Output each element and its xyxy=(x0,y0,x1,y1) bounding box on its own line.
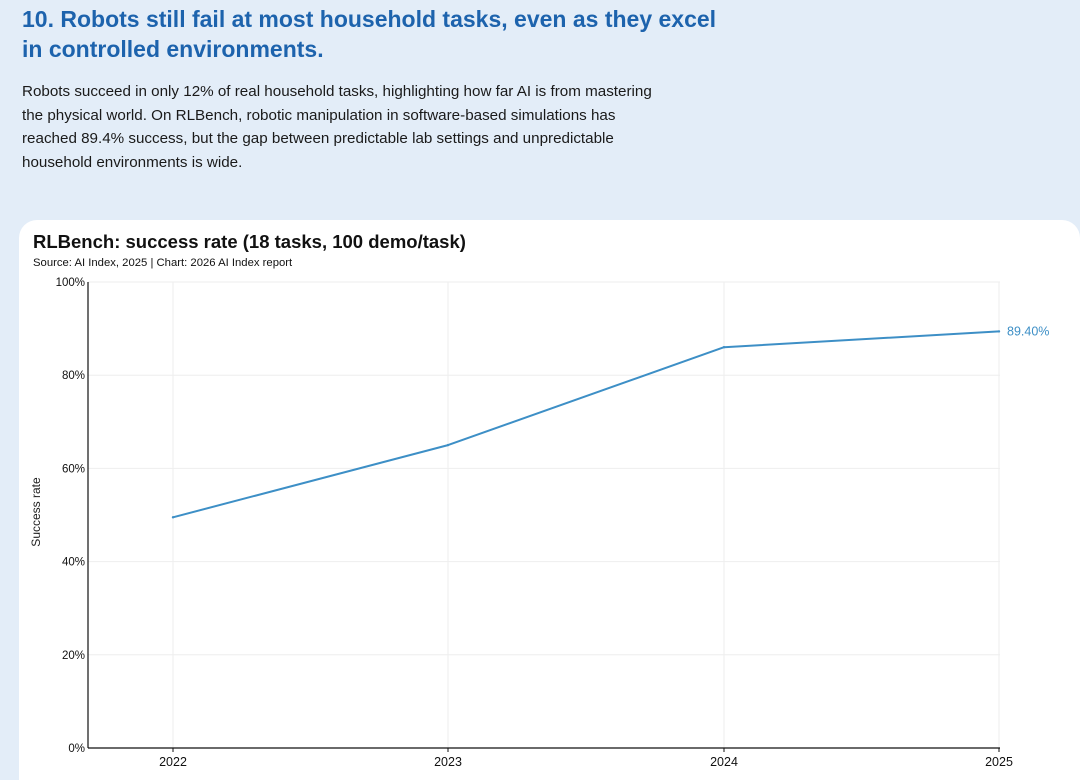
x-tick-label: 2023 xyxy=(434,755,462,769)
x-tick-label: 2024 xyxy=(710,755,738,769)
x-tick-label: 2022 xyxy=(159,755,187,769)
y-tick-label: 0% xyxy=(68,743,85,755)
end-value-label: 89.40% xyxy=(1007,324,1049,338)
x-tick-label: 2025 xyxy=(985,755,1013,769)
data-point-2025 xyxy=(997,330,1001,333)
data-point-2022 xyxy=(171,516,175,519)
page-headline: 10. Robots still fail at most household … xyxy=(22,6,717,62)
data-point-2024 xyxy=(722,346,726,349)
chart-source: Source: AI Index, 2025 | Chart: 2026 AI … xyxy=(33,257,293,269)
y-tick-label: 100% xyxy=(56,277,85,289)
y-tick-label: 60% xyxy=(62,463,85,475)
y-tick-label: 40% xyxy=(62,557,85,569)
series-line-0 xyxy=(172,330,1000,519)
chart-card xyxy=(19,220,1080,780)
intro-paragraph: Robots succeed in only 12% of real house… xyxy=(22,83,652,171)
y-tick-label: 80% xyxy=(62,370,85,382)
data-point-2023 xyxy=(446,443,450,447)
chart-title: RLBench: success rate (18 tasks, 100 dem… xyxy=(33,231,466,252)
y-tick-label: 20% xyxy=(62,650,85,662)
